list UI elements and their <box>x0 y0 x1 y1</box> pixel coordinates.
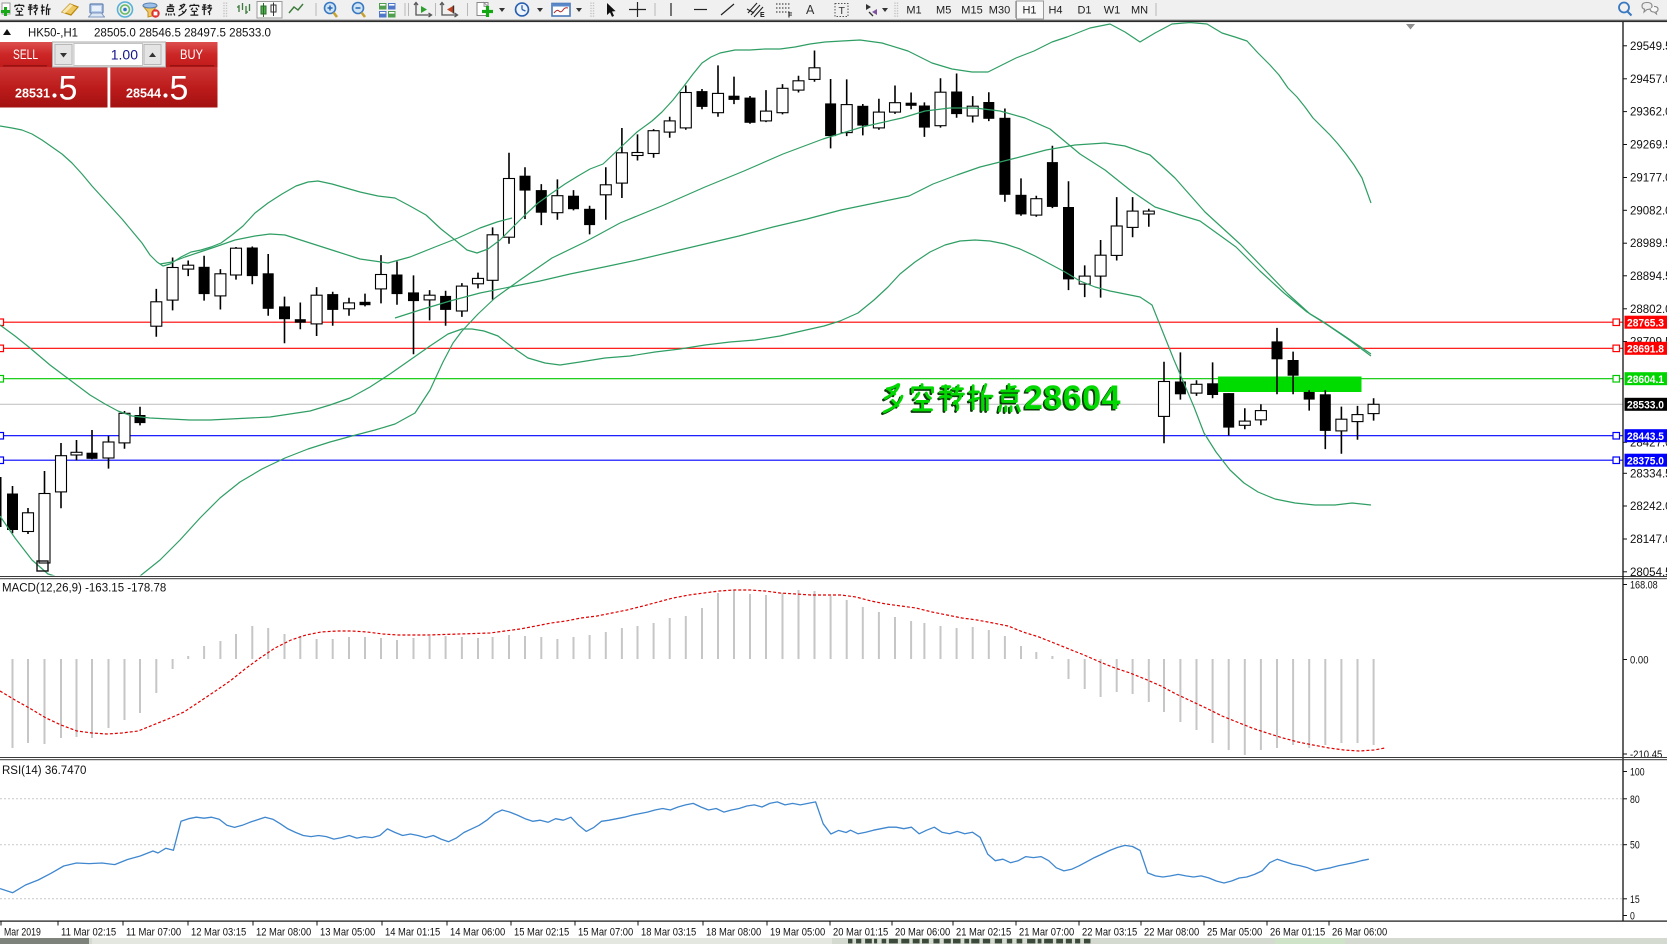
svg-text:M5: M5 <box>936 5 951 17</box>
svg-text:0: 0 <box>1630 911 1635 923</box>
svg-text:11 Mar 07:00: 11 Mar 07:00 <box>126 927 181 939</box>
svg-text:28989.5: 28989.5 <box>1630 238 1667 250</box>
svg-text:29269.5: 29269.5 <box>1630 140 1667 152</box>
svg-text:MN: MN <box>1131 5 1148 17</box>
svg-text:20 Mar 06:00: 20 Mar 06:00 <box>895 927 950 939</box>
svg-text:21 Mar 07:00: 21 Mar 07:00 <box>1019 927 1074 939</box>
svg-text:25 Mar 05:00: 25 Mar 05:00 <box>1207 927 1262 939</box>
svg-text:29082.0: 29082.0 <box>1630 205 1667 217</box>
svg-text:26 Mar 06:00: 26 Mar 06:00 <box>1332 927 1387 939</box>
svg-text:29549.5: 29549.5 <box>1630 41 1667 53</box>
svg-text:18 Mar 08:00: 18 Mar 08:00 <box>706 927 761 939</box>
svg-text:SELL: SELL <box>13 47 38 62</box>
svg-text:28242.0: 28242.0 <box>1630 501 1667 513</box>
svg-text:13 Mar 05:00: 13 Mar 05:00 <box>320 927 375 939</box>
svg-text:100: 100 <box>1630 767 1645 779</box>
svg-text:29362.0: 29362.0 <box>1630 107 1667 119</box>
svg-text:28604: 28604 <box>1024 379 1121 417</box>
svg-text:M1: M1 <box>906 5 921 17</box>
svg-text:HK50-,H1: HK50-,H1 <box>28 26 78 40</box>
svg-text:80: 80 <box>1630 794 1640 806</box>
svg-text:28544: 28544 <box>126 86 162 101</box>
svg-text:28375.0: 28375.0 <box>1627 455 1664 467</box>
svg-text:5: 5 <box>59 70 78 108</box>
svg-text:14 Mar 01:15: 14 Mar 01:15 <box>385 927 440 939</box>
svg-text:168.08: 168.08 <box>1630 580 1658 592</box>
svg-text:MACD(12,26,9) -163.15 -178.78: MACD(12,26,9) -163.15 -178.78 <box>2 583 166 595</box>
svg-text:A: A <box>806 3 815 17</box>
svg-text:28054.5: 28054.5 <box>1630 567 1667 579</box>
svg-text:D1: D1 <box>1077 5 1091 17</box>
svg-text:M30: M30 <box>989 5 1010 17</box>
svg-text:28765.3: 28765.3 <box>1627 317 1664 329</box>
svg-text:28802.0: 28802.0 <box>1630 304 1667 316</box>
svg-text:RSI(14) 36.7470: RSI(14) 36.7470 <box>2 765 86 777</box>
svg-text:11 Mar 02:15: 11 Mar 02:15 <box>61 927 116 939</box>
svg-text:20 Mar 01:15: 20 Mar 01:15 <box>833 927 888 939</box>
svg-text:28147.0: 28147.0 <box>1630 534 1667 546</box>
svg-text:W1: W1 <box>1104 5 1121 17</box>
svg-text:14 Mar 06:00: 14 Mar 06:00 <box>450 927 505 939</box>
svg-text:28894.5: 28894.5 <box>1630 271 1667 283</box>
svg-text:15 Mar 02:15: 15 Mar 02:15 <box>514 927 569 939</box>
svg-text:28604: 28604 <box>1022 381 1119 419</box>
svg-text:28531: 28531 <box>15 86 50 101</box>
svg-text:28691.8: 28691.8 <box>1627 344 1664 356</box>
svg-text:22 Mar 03:15: 22 Mar 03:15 <box>1082 927 1137 939</box>
svg-text:21 Mar 02:15: 21 Mar 02:15 <box>956 927 1011 939</box>
svg-text:0.00: 0.00 <box>1630 655 1648 667</box>
svg-text:22 Mar 08:00: 22 Mar 08:00 <box>1144 927 1199 939</box>
svg-text:Mar 2019: Mar 2019 <box>4 927 41 939</box>
svg-text:18 Mar 03:15: 18 Mar 03:15 <box>641 927 696 939</box>
svg-text:50: 50 <box>1630 840 1640 852</box>
svg-text:26 Mar 01:15: 26 Mar 01:15 <box>1270 927 1325 939</box>
svg-text:H4: H4 <box>1048 5 1062 17</box>
svg-text:15 Mar 07:00: 15 Mar 07:00 <box>578 927 633 939</box>
svg-text:12 Mar 08:00: 12 Mar 08:00 <box>256 927 311 939</box>
svg-text:T: T <box>839 5 846 17</box>
svg-text:19 Mar 05:00: 19 Mar 05:00 <box>770 927 825 939</box>
svg-text:5: 5 <box>170 70 189 108</box>
svg-text:1.00: 1.00 <box>111 47 138 63</box>
svg-text:E: E <box>760 12 765 19</box>
svg-text:15: 15 <box>1630 894 1640 906</box>
svg-text:28443.5: 28443.5 <box>1627 431 1664 443</box>
svg-text:BUY: BUY <box>180 47 203 62</box>
svg-text:28604.1: 28604.1 <box>1627 374 1664 386</box>
svg-text:12 Mar 03:15: 12 Mar 03:15 <box>191 927 246 939</box>
svg-text:F: F <box>788 13 793 20</box>
svg-text:H1: H1 <box>1022 5 1036 17</box>
svg-text:M15: M15 <box>961 5 982 17</box>
svg-text:28533.0: 28533.0 <box>1627 400 1664 412</box>
svg-text:28334.5: 28334.5 <box>1630 468 1667 480</box>
svg-text:29177.0: 29177.0 <box>1630 173 1667 185</box>
svg-text:29457.0: 29457.0 <box>1630 74 1667 86</box>
svg-text:28505.0 28546.5 28497.5 28533.: 28505.0 28546.5 28497.5 28533.0 <box>94 26 271 40</box>
